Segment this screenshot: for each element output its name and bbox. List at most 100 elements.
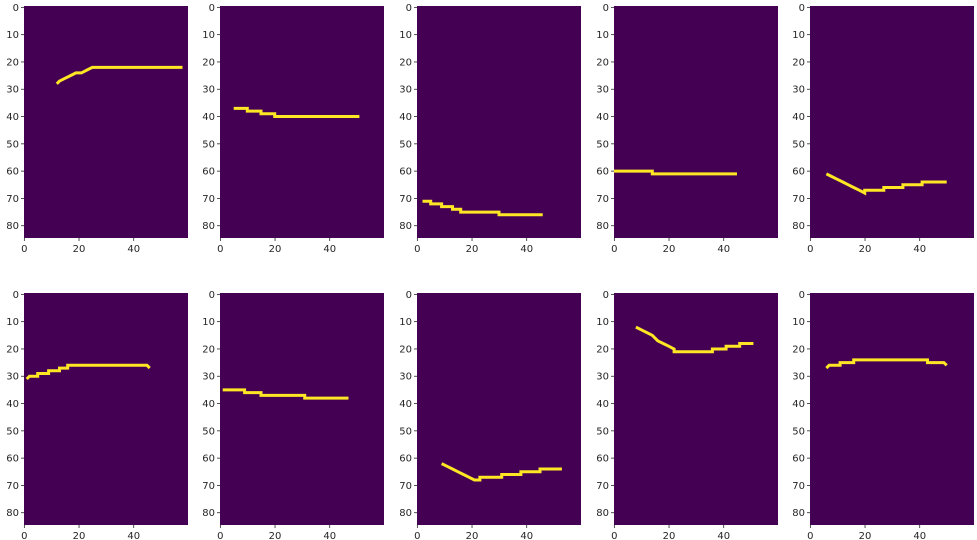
plot-area bbox=[417, 6, 581, 238]
x-tick-label: 20 bbox=[859, 531, 872, 540]
x-tick-label: 0 bbox=[414, 244, 420, 255]
y-tick-label: 10 bbox=[6, 30, 19, 41]
panel-5: 0 10 20 30 40 50 60 70 80 0 20 40 bbox=[792, 3, 974, 255]
x-tick-label: 40 bbox=[717, 244, 730, 255]
y-tick-label: 60 bbox=[202, 167, 215, 178]
y-tick-label: 50 bbox=[202, 139, 215, 150]
y-tick-label: 50 bbox=[792, 426, 805, 437]
y-tick-label: 40 bbox=[596, 399, 609, 410]
y-tick-label: 50 bbox=[399, 426, 412, 437]
y-tick-label: 10 bbox=[399, 30, 412, 41]
panel-6: 0 10 20 30 40 50 60 70 80 0 20 40 bbox=[6, 290, 188, 540]
x-tick-label: 20 bbox=[73, 244, 86, 255]
panel-7: 0 10 20 30 40 50 60 70 80 0 20 40 bbox=[202, 290, 384, 540]
x-tick-label: 40 bbox=[127, 531, 140, 540]
line-trace bbox=[55, 65, 183, 85]
panel-8: 0 10 20 30 40 50 60 70 80 0 20 40 bbox=[399, 290, 581, 540]
y-tick-label: 20 bbox=[6, 344, 19, 355]
plot-area bbox=[24, 293, 188, 525]
y-tick-label: 50 bbox=[792, 139, 805, 150]
y-tick-label: 10 bbox=[596, 317, 609, 328]
y-tick-label: 40 bbox=[202, 399, 215, 410]
x-tick-label: 0 bbox=[807, 531, 813, 540]
x-tick-label: 20 bbox=[269, 531, 282, 540]
panel-3: 0 10 20 30 40 50 60 70 80 0 20 40 bbox=[399, 3, 581, 255]
y-tick-label: 70 bbox=[202, 194, 215, 205]
y-tick-label: 60 bbox=[399, 167, 412, 178]
plot-area bbox=[220, 6, 384, 238]
x-tick-label: 40 bbox=[717, 531, 730, 540]
y-tick-label: 70 bbox=[6, 194, 19, 205]
y-tick-label: 10 bbox=[792, 30, 805, 41]
y-tick-label: 30 bbox=[202, 85, 215, 96]
y-tick-label: 20 bbox=[202, 57, 215, 68]
plot-area bbox=[220, 293, 384, 525]
x-tick-label: 20 bbox=[269, 244, 282, 255]
y-tick-label: 0 bbox=[13, 3, 19, 14]
y-tick-label: 50 bbox=[596, 426, 609, 437]
y-tick-label: 60 bbox=[6, 454, 19, 465]
plot-area bbox=[24, 6, 188, 238]
y-tick-label: 70 bbox=[6, 481, 19, 492]
x-tick-label: 0 bbox=[21, 244, 27, 255]
y-tick-label: 70 bbox=[202, 481, 215, 492]
x-tick-label: 40 bbox=[323, 531, 336, 540]
y-tick-label: 40 bbox=[792, 112, 805, 123]
y-tick-label: 40 bbox=[399, 399, 412, 410]
panel-10: 0 10 20 30 40 50 60 70 80 0 20 40 bbox=[792, 290, 974, 540]
y-tick-label: 30 bbox=[792, 85, 805, 96]
y-tick-label: 0 bbox=[406, 290, 412, 301]
y-tick-label: 50 bbox=[6, 139, 19, 150]
y-tick-label: 30 bbox=[6, 85, 19, 96]
panel-4: 0 10 20 30 40 50 60 70 80 0 20 40 bbox=[596, 3, 778, 255]
y-tick-label: 70 bbox=[399, 481, 412, 492]
x-tick-label: 0 bbox=[217, 244, 223, 255]
y-tick-label: 80 bbox=[202, 508, 215, 519]
y-tick-label: 20 bbox=[399, 344, 412, 355]
y-tick-label: 10 bbox=[399, 317, 412, 328]
x-tick-label: 0 bbox=[21, 531, 27, 540]
y-tick-label: 20 bbox=[6, 57, 19, 68]
y-tick-label: 70 bbox=[792, 194, 805, 205]
y-tick-label: 70 bbox=[792, 481, 805, 492]
y-tick-label: 20 bbox=[202, 344, 215, 355]
y-tick-label: 10 bbox=[202, 30, 215, 41]
y-tick-label: 0 bbox=[799, 290, 805, 301]
y-tick-label: 0 bbox=[209, 3, 215, 14]
y-tick-label: 50 bbox=[596, 139, 609, 150]
x-tick-label: 20 bbox=[663, 531, 676, 540]
plot-area bbox=[614, 293, 778, 525]
y-tick-label: 30 bbox=[792, 372, 805, 383]
x-tick-label: 40 bbox=[520, 244, 533, 255]
x-tick-label: 40 bbox=[127, 244, 140, 255]
y-tick-label: 50 bbox=[399, 139, 412, 150]
y-tick-label: 40 bbox=[202, 112, 215, 123]
y-tick-label: 40 bbox=[399, 112, 412, 123]
y-tick-label: 50 bbox=[202, 426, 215, 437]
y-tick-label: 0 bbox=[603, 290, 609, 301]
y-tick-label: 60 bbox=[596, 167, 609, 178]
y-tick-label: 70 bbox=[596, 194, 609, 205]
x-tick-label: 0 bbox=[217, 531, 223, 540]
line-trace bbox=[422, 199, 543, 217]
x-tick-label: 20 bbox=[859, 244, 872, 255]
y-tick-label: 80 bbox=[596, 221, 609, 232]
y-tick-label: 80 bbox=[792, 221, 805, 232]
y-tick-label: 40 bbox=[596, 112, 609, 123]
y-tick-label: 20 bbox=[792, 344, 805, 355]
y-tick-label: 40 bbox=[6, 399, 19, 410]
x-tick-label: 40 bbox=[323, 244, 336, 255]
y-tick-label: 80 bbox=[596, 508, 609, 519]
y-tick-label: 40 bbox=[6, 112, 19, 123]
plot-area bbox=[810, 293, 974, 525]
x-tick-label: 20 bbox=[466, 244, 479, 255]
y-tick-label: 80 bbox=[6, 508, 19, 519]
y-tick-label: 50 bbox=[6, 426, 19, 437]
y-tick-label: 70 bbox=[596, 481, 609, 492]
x-tick-label: 0 bbox=[807, 244, 813, 255]
y-tick-label: 80 bbox=[399, 221, 412, 232]
y-tick-label: 30 bbox=[202, 372, 215, 383]
y-tick-label: 30 bbox=[6, 372, 19, 383]
y-tick-label: 10 bbox=[6, 317, 19, 328]
